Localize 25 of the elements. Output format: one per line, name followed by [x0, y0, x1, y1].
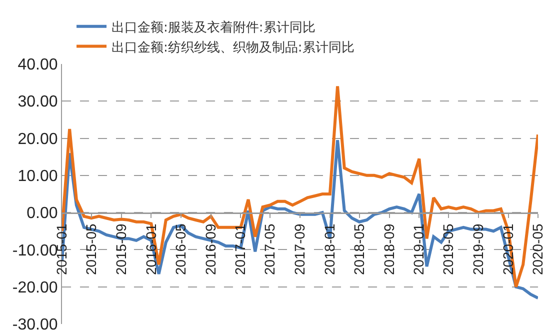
- x-tick-label: 2017-09: [292, 223, 308, 276]
- x-tick-label: 2020-05: [530, 223, 546, 276]
- x-tick-label: 2018-05: [350, 223, 367, 276]
- x-tick-label: 2018-09: [380, 223, 397, 276]
- x-tick-label: 2015-05: [82, 223, 99, 276]
- x-tick-label: 2016-05: [172, 223, 188, 276]
- x-tick-label: 2020-01: [500, 223, 516, 276]
- y-tick-label: 0.00: [26, 205, 58, 222]
- x-tick-label: 2016-09: [202, 223, 218, 276]
- x-tick-label: 2019-09: [470, 223, 486, 276]
- y-tick-label: 10.00: [18, 168, 58, 186]
- y-tick-label: -30.00: [12, 316, 58, 334]
- x-tick-label: 2015-09: [112, 223, 129, 276]
- legend-label: 出口金额:服装及衣着附件:累计同比: [112, 19, 316, 36]
- x-tick-label: 2018-01: [322, 223, 338, 276]
- x-tick-label: 2017-01: [232, 223, 248, 276]
- x-tick-label: 2019-05: [440, 223, 456, 276]
- y-tick-label: 20.00: [18, 130, 58, 148]
- y-tick-label: 30.00: [18, 94, 58, 111]
- x-tick-label: 2019-01: [410, 223, 427, 276]
- legend-label: 出口金额:纺织纱线、织物及制品:累计同比: [112, 40, 354, 56]
- y-tick-label: 40.00: [18, 56, 58, 74]
- x-tick-label: 2016-01: [142, 223, 159, 276]
- y-tick-label: -20.00: [12, 279, 58, 296]
- x-tick-label: 2017-05: [262, 223, 278, 276]
